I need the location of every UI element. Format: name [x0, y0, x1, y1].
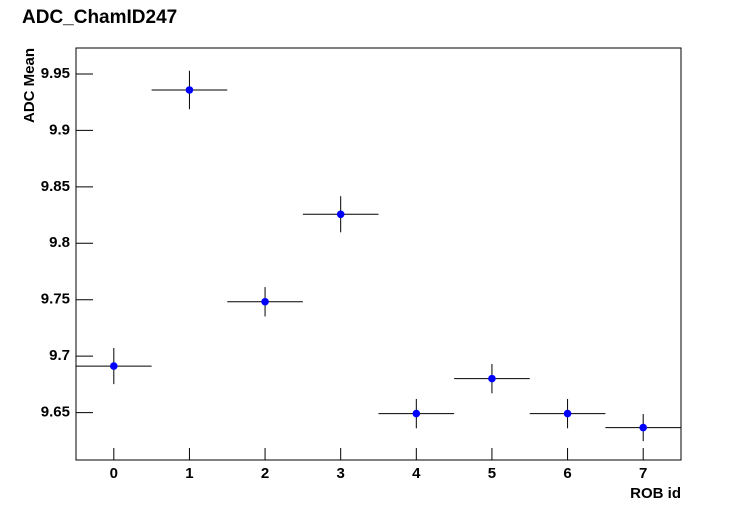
y-tick-label: 9.9 [49, 121, 70, 138]
data-point [261, 297, 269, 306]
data-point [488, 374, 496, 383]
chart-title: ADC_ChamID247 [22, 7, 177, 28]
x-tick-label: 7 [639, 465, 647, 482]
y-tick-label: 9.95 [41, 65, 70, 82]
y-tick-label: 9.8 [49, 234, 70, 251]
y-tick-label: 9.65 [41, 404, 70, 421]
y-axis-label: ADC Mean [21, 48, 38, 123]
x-tick-label: 0 [110, 465, 118, 482]
y-tick-label: 9.7 [49, 347, 70, 364]
data-point [412, 409, 421, 418]
x-tick-label: 2 [261, 465, 269, 482]
y-tick-label: 9.85 [41, 178, 70, 195]
x-tick-label: 6 [563, 465, 571, 482]
x-tick-label: 3 [337, 465, 345, 482]
x-tick-label: 1 [185, 465, 193, 482]
x-tick-label: 4 [412, 465, 421, 482]
data-point [563, 409, 572, 418]
data-point [110, 362, 118, 370]
data-point [336, 210, 345, 219]
data-point [185, 86, 194, 94]
data-point [639, 423, 647, 432]
y-tick-label: 9.75 [41, 291, 70, 308]
plot-frame [75, 47, 682, 461]
x-axis-label: ROB id [630, 485, 681, 502]
x-tick-label: 5 [488, 465, 496, 482]
